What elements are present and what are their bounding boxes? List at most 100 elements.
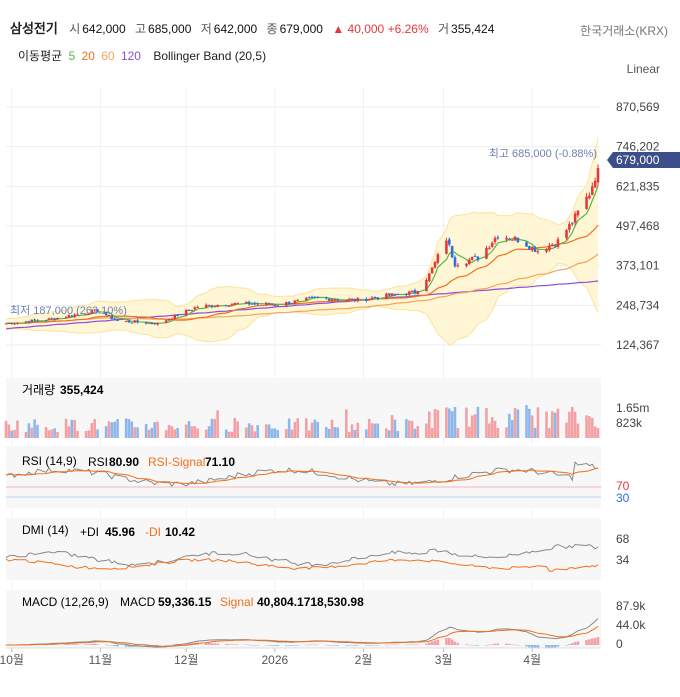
- volume-bar: [390, 415, 394, 438]
- volume-bar: [485, 408, 488, 438]
- volume-label: 거: [437, 22, 450, 36]
- volume-bar: [136, 427, 139, 438]
- candle-body: [293, 300, 297, 304]
- candle-body: [427, 273, 431, 281]
- candle-body: [264, 302, 268, 305]
- ma-legend: 이동평균 5 20 60 120 Bollinger Band (20,5): [18, 47, 269, 64]
- volume-bar: [96, 429, 99, 438]
- volume-bar: [130, 421, 134, 438]
- candle-body: [528, 246, 531, 250]
- macd-hist-bar: [390, 644, 394, 646]
- volume-tick-1: 1.65m: [616, 401, 649, 415]
- candle-body: [508, 239, 511, 241]
- macd-hist-bar: [533, 645, 537, 649]
- volume-bar: [365, 429, 368, 438]
- price-tick-label: 248,734: [616, 298, 660, 312]
- candle-body: [367, 299, 371, 301]
- macd-hist-bar: [576, 641, 580, 645]
- candle-body: [453, 257, 457, 267]
- price-tick-label: 621,835: [616, 179, 660, 193]
- scale-mode-toggle[interactable]: Linear: [626, 62, 660, 76]
- volume-bar: [207, 426, 211, 438]
- macd-hist-bar: [553, 645, 557, 648]
- candle-body: [353, 298, 357, 301]
- macd-hist-bar: [144, 645, 148, 647]
- candle-body: [305, 297, 308, 301]
- volume-bar: [30, 427, 34, 438]
- macd-hist-bar: [430, 641, 434, 645]
- volume-bar: [164, 430, 168, 438]
- candle-body: [513, 236, 517, 241]
- candle-body: [430, 267, 434, 274]
- candle-body: [585, 196, 588, 209]
- volume-bar: [373, 423, 377, 438]
- macd-hist-bar: [370, 645, 374, 646]
- candle-body: [490, 242, 494, 247]
- volume-bar: [496, 427, 500, 438]
- macd-hist-bar: [373, 645, 377, 646]
- volume-bar: [305, 418, 308, 438]
- volume-bar: [36, 424, 39, 438]
- candle-body: [13, 323, 16, 325]
- ma120-label: 120: [120, 49, 141, 63]
- x-tick-label: 2026: [261, 653, 288, 667]
- macd-value-label: MACD: [120, 595, 156, 609]
- volume-bar: [448, 408, 451, 438]
- candle-body: [184, 309, 188, 316]
- volume-bar: [256, 425, 259, 438]
- volume-bar: [550, 411, 554, 438]
- candle-body: [44, 320, 48, 322]
- volume-bar: [24, 431, 28, 438]
- macd-hist-bar: [510, 644, 514, 645]
- volume-bar: [556, 408, 560, 438]
- volume-bar: [493, 420, 497, 438]
- candle-body: [550, 244, 554, 247]
- volume-value: 355,424: [451, 22, 495, 36]
- price-tick-label: 746,202: [616, 140, 660, 154]
- volume-bar: [313, 419, 317, 438]
- macd-hist-bar: [485, 645, 488, 646]
- volume-bar: [596, 428, 600, 438]
- candle-body: [350, 298, 354, 300]
- volume-bar: [296, 418, 299, 438]
- candle-body: [296, 299, 299, 301]
- candle-body: [236, 302, 239, 304]
- plus-di-label: +DI: [80, 525, 99, 539]
- volume-bar: [430, 427, 434, 438]
- macd-hist-bar: [276, 645, 279, 646]
- ma5-line: [5, 185, 599, 325]
- macd-hist-bar: [173, 644, 177, 645]
- macd-hist-bar: [76, 644, 79, 645]
- volume-bar: [416, 426, 420, 438]
- candle-body: [393, 293, 397, 295]
- volume-bar: [90, 423, 94, 438]
- volume-bar: [250, 425, 254, 438]
- candle-body: [536, 251, 540, 253]
- candle-body: [545, 249, 548, 252]
- candle-body: [96, 309, 99, 313]
- macd-hist-bar: [316, 644, 320, 646]
- candle-body: [136, 320, 139, 323]
- candle-body: [370, 297, 374, 300]
- volume-bar: [533, 427, 537, 438]
- candle-body: [147, 322, 151, 324]
- macd-hist-bar: [516, 645, 520, 646]
- macd-signal-value: 40,804.1718,530.98: [257, 595, 364, 609]
- volume-bar: [70, 419, 74, 438]
- macd-hist-bar: [336, 645, 340, 646]
- macd-hist-bar: [310, 644, 314, 646]
- candle-body: [193, 307, 197, 310]
- macd-hist-bar: [445, 638, 448, 645]
- macd-hist-bar: [496, 643, 500, 645]
- volume-bar: [50, 429, 54, 438]
- volume-bar: [470, 415, 474, 438]
- candle-body: [213, 306, 217, 308]
- volume-bar: [433, 409, 437, 438]
- candle-body: [204, 304, 208, 308]
- candle-body: [290, 302, 294, 304]
- candle-body: [104, 312, 108, 316]
- macd-hist-bar: [488, 644, 491, 646]
- candle-body: [84, 313, 88, 315]
- candle-body: [70, 315, 74, 317]
